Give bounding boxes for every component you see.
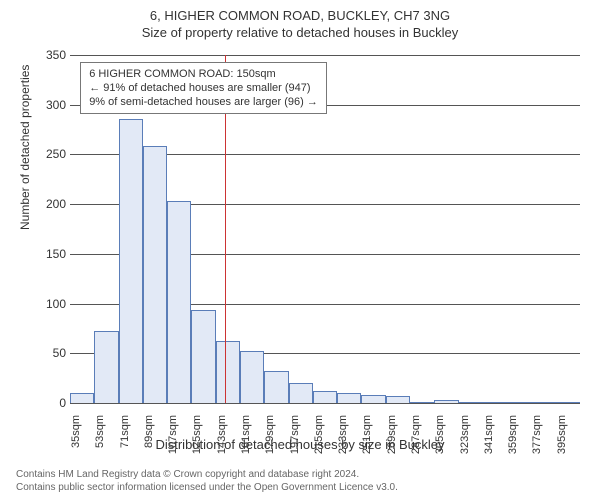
histogram-bar xyxy=(289,383,313,403)
histogram-bar xyxy=(434,400,458,403)
histogram-bar xyxy=(167,201,191,403)
histogram-bar xyxy=(459,402,483,403)
chart-title-address: 6, HIGHER COMMON ROAD, BUCKLEY, CH7 3NG xyxy=(10,0,590,23)
y-tick-label: 100 xyxy=(26,298,66,310)
histogram-bar xyxy=(143,146,167,403)
annotation-line: 6 HIGHER COMMON ROAD: 150sqm xyxy=(89,67,318,81)
annotation-line: 9% of semi-detached houses are larger (9… xyxy=(89,95,318,109)
chart-title-desc: Size of property relative to detached ho… xyxy=(10,23,590,40)
histogram-bar xyxy=(556,402,580,403)
footer-line: Contains public sector information licen… xyxy=(16,481,398,494)
plot-area: 05010015020025030035035sqm53sqm71sqm89sq… xyxy=(70,55,580,403)
histogram-bar xyxy=(507,402,531,403)
histogram-bar xyxy=(240,351,264,403)
y-tick-label: 0 xyxy=(26,397,66,409)
x-axis-label: Distribution of detached houses by size … xyxy=(0,437,600,452)
annotation-box: 6 HIGHER COMMON ROAD: 150sqm← 91% of det… xyxy=(80,62,327,114)
y-tick-label: 150 xyxy=(26,248,66,260)
histogram-bar xyxy=(264,371,288,403)
footer-line: Contains HM Land Registry data © Crown c… xyxy=(16,468,398,481)
histogram-bar xyxy=(191,310,215,403)
y-tick-label: 50 xyxy=(26,347,66,359)
histogram-bar xyxy=(337,393,361,403)
histogram-bar xyxy=(70,393,94,403)
histogram-bar xyxy=(119,119,143,403)
gridline xyxy=(70,55,580,56)
histogram-bar xyxy=(361,395,385,403)
y-tick-label: 350 xyxy=(26,49,66,61)
histogram-bar xyxy=(410,402,434,403)
histogram-bar xyxy=(531,402,555,403)
histogram-bar xyxy=(94,331,118,403)
histogram-bar xyxy=(483,402,507,403)
histogram-bar xyxy=(386,396,410,403)
annotation-line: ← 91% of detached houses are smaller (94… xyxy=(89,81,318,95)
y-tick-label: 300 xyxy=(26,99,66,111)
y-tick-label: 200 xyxy=(26,198,66,210)
histogram-bar xyxy=(216,341,240,403)
histogram-bar xyxy=(313,391,337,403)
gridline xyxy=(70,403,580,404)
y-tick-label: 250 xyxy=(26,148,66,160)
footer-attribution: Contains HM Land Registry data © Crown c… xyxy=(16,468,398,494)
chart-container: 6, HIGHER COMMON ROAD, BUCKLEY, CH7 3NG … xyxy=(0,0,600,500)
